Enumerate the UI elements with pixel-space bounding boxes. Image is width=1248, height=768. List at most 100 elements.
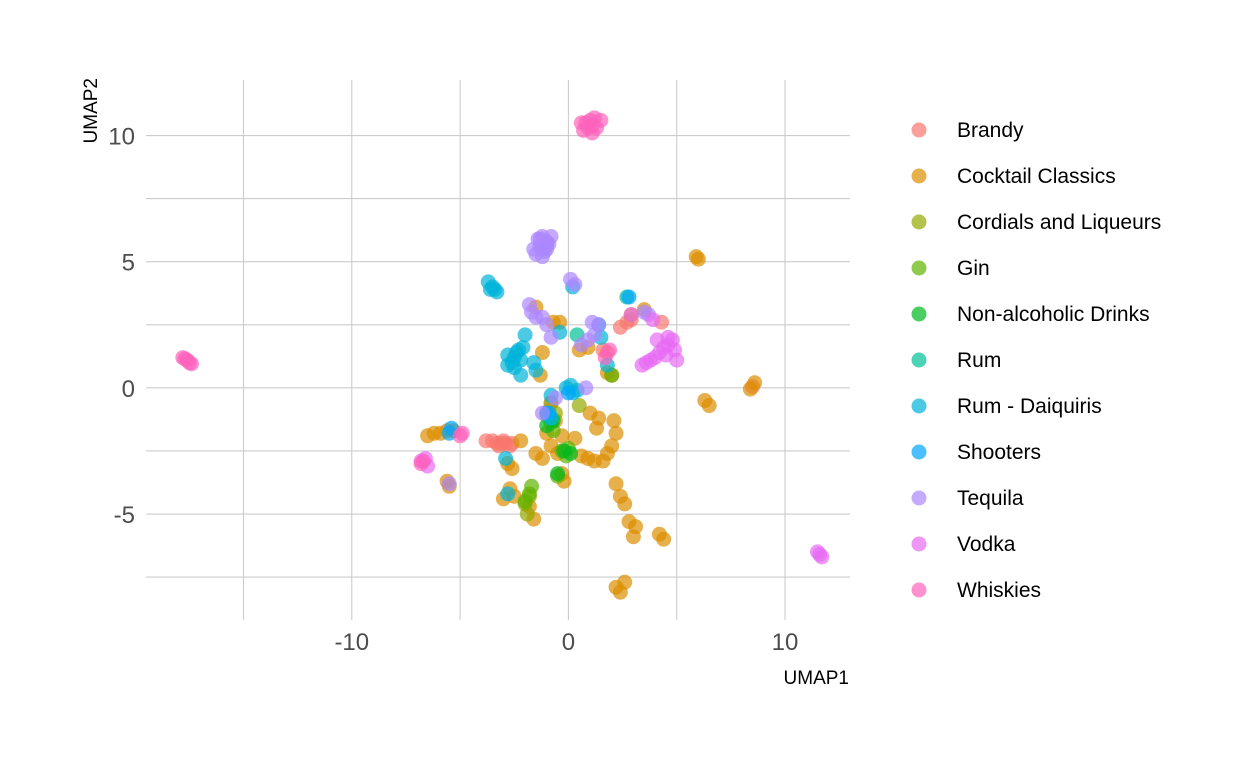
data-point xyxy=(634,357,650,373)
legend-item: Rum - Daiquiris xyxy=(911,395,1102,418)
series-cocktail-classics xyxy=(420,249,763,600)
data-point xyxy=(498,451,514,467)
legend-label: Non-alcoholic Drinks xyxy=(957,303,1150,326)
data-point xyxy=(660,329,676,345)
data-point xyxy=(621,289,637,305)
legend-item: Gin xyxy=(911,257,990,280)
legend-key xyxy=(911,444,927,460)
legend-label: Cordials and Liqueurs xyxy=(957,211,1161,234)
legend-item: Shooters xyxy=(911,441,1041,464)
data-point xyxy=(517,493,533,509)
data-point xyxy=(482,281,498,297)
x-tick-label: -10 xyxy=(334,629,369,656)
legend-item: Vodka xyxy=(911,533,1016,556)
legend-label: Whiskies xyxy=(957,579,1041,602)
data-point xyxy=(571,398,587,414)
data-point xyxy=(515,339,531,355)
legend-key xyxy=(911,490,927,506)
data-point xyxy=(597,350,613,366)
data-point xyxy=(608,476,624,492)
data-point xyxy=(645,312,661,328)
legend-label: Shooters xyxy=(957,441,1041,464)
data-point xyxy=(563,445,579,461)
y-tick-labels: -5 0 5 10 xyxy=(108,124,135,530)
data-point xyxy=(550,466,566,482)
legend-label: Rum - Daiquiris xyxy=(957,395,1102,418)
data-point xyxy=(606,413,622,429)
legend-key xyxy=(911,214,927,230)
legend-key xyxy=(911,582,927,598)
data-point xyxy=(584,125,600,141)
data-point xyxy=(690,251,706,267)
data-point xyxy=(608,425,624,441)
data-point xyxy=(534,405,550,421)
x-tick-label: 10 xyxy=(772,629,799,656)
data-point xyxy=(513,367,529,383)
y-tick-label: 10 xyxy=(108,124,135,151)
data-point xyxy=(582,405,598,421)
legend-item: Non-alcoholic Drinks xyxy=(911,303,1150,326)
legend-key xyxy=(911,536,927,552)
legend-item: Brandy xyxy=(911,119,1024,142)
y-tick-label: -5 xyxy=(114,502,135,529)
data-point xyxy=(617,496,633,512)
legend-key xyxy=(911,306,927,322)
legend-item: Whiskies xyxy=(911,579,1041,602)
legend-item: Cordials and Liqueurs xyxy=(911,211,1161,234)
data-point xyxy=(495,433,511,449)
legend-label: Rum xyxy=(957,349,1001,372)
data-point xyxy=(526,355,542,371)
data-point xyxy=(658,347,674,363)
data-point xyxy=(534,345,550,361)
data-point xyxy=(500,347,516,363)
data-point xyxy=(567,276,583,292)
data-point xyxy=(586,327,602,343)
legend-label: Brandy xyxy=(957,119,1024,142)
data-point xyxy=(524,478,540,494)
legend-key xyxy=(911,398,927,414)
legend-item: Tequila xyxy=(911,487,1024,510)
data-point xyxy=(500,486,516,502)
data-point xyxy=(532,231,548,247)
legend: Brandy Cocktail Classics Cordials and Liqu… xyxy=(911,119,1161,602)
data-point xyxy=(547,390,563,406)
legend-key xyxy=(911,122,927,138)
legend-label: Vodka xyxy=(957,533,1016,556)
data-point xyxy=(656,531,672,547)
legend-item: Cocktail Classics xyxy=(911,165,1116,188)
data-points xyxy=(175,110,830,600)
data-point xyxy=(612,584,628,600)
data-point xyxy=(517,327,533,343)
data-point xyxy=(701,398,717,414)
data-point xyxy=(539,317,555,333)
legend-item: Rum xyxy=(911,349,1001,372)
legend-label: Cocktail Classics xyxy=(957,165,1116,188)
legend-label: Tequila xyxy=(957,487,1024,510)
y-tick-label: 5 xyxy=(122,250,135,277)
data-point xyxy=(560,385,576,401)
legend-label: Gin xyxy=(957,257,990,280)
data-point xyxy=(593,112,609,128)
y-axis-title: UMAP2 xyxy=(81,78,102,143)
data-point xyxy=(543,329,559,345)
data-point xyxy=(742,381,758,397)
data-point xyxy=(441,476,457,492)
y-tick-label: 0 xyxy=(122,376,135,403)
data-point xyxy=(573,337,589,353)
data-point xyxy=(625,529,641,545)
legend-key xyxy=(911,352,927,368)
legend-key xyxy=(911,168,927,184)
data-point xyxy=(534,451,550,467)
data-point xyxy=(454,425,470,441)
grid-lines xyxy=(146,80,850,620)
series-whiskies xyxy=(175,110,618,472)
x-tick-labels: -10 0 10 xyxy=(334,629,798,656)
data-point xyxy=(589,420,605,436)
data-point xyxy=(513,433,529,449)
data-point xyxy=(578,380,594,396)
data-point xyxy=(573,115,589,131)
legend-key xyxy=(911,260,927,276)
data-point xyxy=(521,297,537,313)
data-point xyxy=(623,307,639,323)
